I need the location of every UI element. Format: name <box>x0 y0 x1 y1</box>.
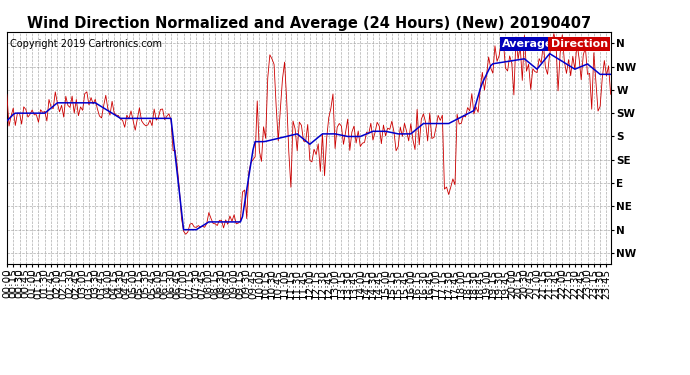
Title: Wind Direction Normalized and Average (24 Hours) (New) 20190407: Wind Direction Normalized and Average (2… <box>27 16 591 31</box>
Text: Direction: Direction <box>551 39 608 49</box>
Text: Average: Average <box>502 39 553 49</box>
Text: Copyright 2019 Cartronics.com: Copyright 2019 Cartronics.com <box>10 39 162 49</box>
